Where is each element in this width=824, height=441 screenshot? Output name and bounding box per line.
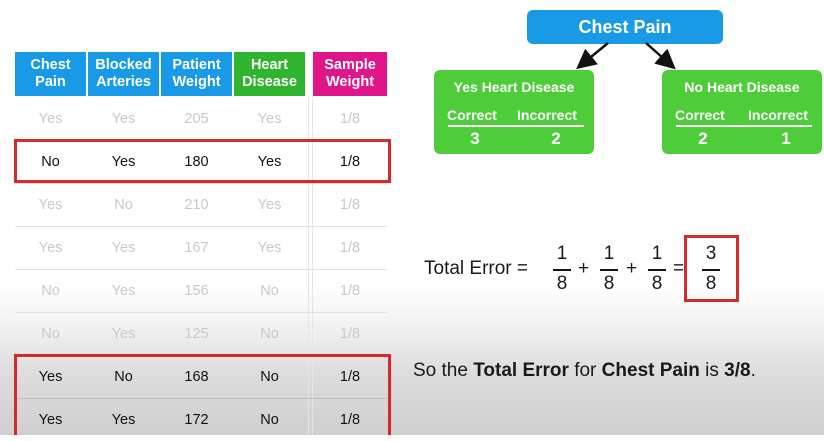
row-divider	[15, 269, 387, 270]
table-row: Yes Yes 167 Yes 1/8	[15, 226, 387, 269]
cell-heart-disease: Yes	[257, 110, 282, 127]
table-row: No Yes 180 Yes 1/8	[15, 140, 387, 183]
cell-chest-pain: No	[41, 282, 60, 299]
cell-blocked-arteries: Yes	[111, 282, 136, 299]
cell-chest-pain: Yes	[38, 411, 63, 428]
header-patient-weight: Patient Weight	[161, 52, 232, 96]
cell-patient-weight: 172	[184, 411, 209, 428]
cell-sample-weight: 1/8	[339, 110, 361, 127]
plus-sign: +	[578, 258, 590, 279]
correct-label: Correct	[447, 107, 497, 123]
highlight-box-rows-7-8	[14, 354, 391, 435]
plus-sign: +	[626, 258, 638, 279]
fraction-bar	[648, 269, 666, 271]
cell-heart-disease: No	[260, 411, 279, 428]
numerator: 3	[705, 243, 717, 264]
result-highlight-box	[684, 235, 739, 302]
leaf-underline	[448, 125, 584, 127]
tree-root-node: Chest Pain	[527, 10, 723, 44]
table-row: No Yes 125 No 1/8	[15, 312, 387, 355]
header-heart-disease: Heart Disease	[234, 52, 305, 96]
left-branch-arrow	[576, 42, 609, 70]
incorrect-count: 2	[551, 129, 561, 148]
highlight-box-row-2	[14, 139, 391, 183]
denominator: 8	[603, 273, 615, 294]
cell-heart-disease: No	[260, 282, 279, 299]
cell-sample-weight: 1/8	[339, 282, 361, 299]
correct-count: 3	[470, 129, 480, 148]
incorrect-count: 1	[781, 129, 791, 148]
denominator: 8	[651, 273, 663, 294]
numerator: 1	[556, 243, 568, 264]
cell-blocked-arteries: No	[114, 196, 133, 213]
table-row: Yes No 210 Yes 1/8	[15, 183, 387, 226]
cell-chest-pain: Yes	[38, 110, 63, 127]
cell-patient-weight: 167	[184, 239, 209, 256]
row-divider	[15, 312, 387, 313]
cell-blocked-arteries: Yes	[111, 325, 136, 342]
header-blocked-arteries: Blocked Arteries	[88, 52, 159, 96]
cell-heart-disease: Yes	[257, 153, 282, 170]
table-row: Yes No 168 No 1/8	[15, 355, 387, 398]
fraction-bar	[702, 269, 720, 271]
cell-blocked-arteries: Yes	[111, 153, 136, 170]
fraction-bar	[553, 269, 571, 271]
header-sample-weight: Sample Weight	[313, 52, 387, 96]
row-divider	[15, 398, 387, 399]
cell-patient-weight: 205	[184, 110, 209, 127]
cell-patient-weight: 180	[184, 153, 209, 170]
cell-patient-weight: 168	[184, 368, 209, 385]
cell-chest-pain: Yes	[38, 368, 63, 385]
row-divider	[15, 183, 387, 184]
cell-blocked-arteries: No	[114, 368, 133, 385]
table-row: Yes Yes 205 Yes 1/8	[15, 97, 387, 140]
cell-sample-weight: 1/8	[339, 196, 361, 213]
numerator: 1	[603, 243, 615, 264]
summary-sentence: So the Total Error for Chest Pain is 3/8…	[413, 360, 756, 381]
equals-sign: =	[673, 258, 685, 279]
fraction-bar	[600, 269, 618, 271]
cell-patient-weight: 125	[184, 325, 209, 342]
leaf-underline	[676, 125, 812, 127]
cell-heart-disease: No	[260, 368, 279, 385]
column-divider	[308, 97, 309, 435]
table-row: No Yes 156 No 1/8	[15, 269, 387, 312]
incorrect-label: Incorrect	[748, 107, 808, 123]
cell-blocked-arteries: Yes	[111, 239, 136, 256]
cell-sample-weight: 1/8	[339, 368, 361, 385]
cell-heart-disease: Yes	[257, 196, 282, 213]
correct-count: 2	[698, 129, 708, 148]
cell-chest-pain: Yes	[38, 239, 63, 256]
leaf-yes-heart-disease: Yes Heart Disease Correct Incorrect 3 2	[434, 70, 594, 154]
numerator: 1	[651, 243, 663, 264]
cell-sample-weight: 1/8	[339, 239, 361, 256]
header-chest-pain: Chest Pain	[15, 52, 86, 96]
row-divider	[15, 226, 387, 227]
column-divider	[312, 97, 313, 435]
right-branch-arrow	[645, 42, 676, 70]
cell-sample-weight: 1/8	[339, 411, 361, 428]
leaf-no-heart-disease: No Heart Disease Correct Incorrect 2 1	[662, 70, 822, 154]
table-row: Yes Yes 172 No 1/8	[15, 398, 387, 441]
cell-heart-disease: Yes	[257, 239, 282, 256]
cell-blocked-arteries: Yes	[111, 110, 136, 127]
cell-sample-weight: 1/8	[339, 153, 361, 170]
leaf-title: No Heart Disease	[684, 79, 800, 95]
leaf-title: Yes Heart Disease	[453, 79, 575, 95]
tree-branch-arrows	[576, 42, 676, 70]
cell-chest-pain: Yes	[38, 196, 63, 213]
incorrect-label: Incorrect	[517, 107, 577, 123]
cell-sample-weight: 1/8	[339, 325, 361, 342]
cell-chest-pain: No	[41, 325, 60, 342]
correct-label: Correct	[675, 107, 725, 123]
denominator: 8	[556, 273, 568, 294]
cell-chest-pain: No	[41, 153, 60, 170]
cell-patient-weight: 156	[184, 282, 209, 299]
cell-patient-weight: 210	[184, 196, 209, 213]
total-error-label: Total Error =	[424, 258, 529, 279]
cell-heart-disease: No	[260, 325, 279, 342]
cell-blocked-arteries: Yes	[111, 411, 136, 428]
denominator: 8	[705, 273, 717, 294]
